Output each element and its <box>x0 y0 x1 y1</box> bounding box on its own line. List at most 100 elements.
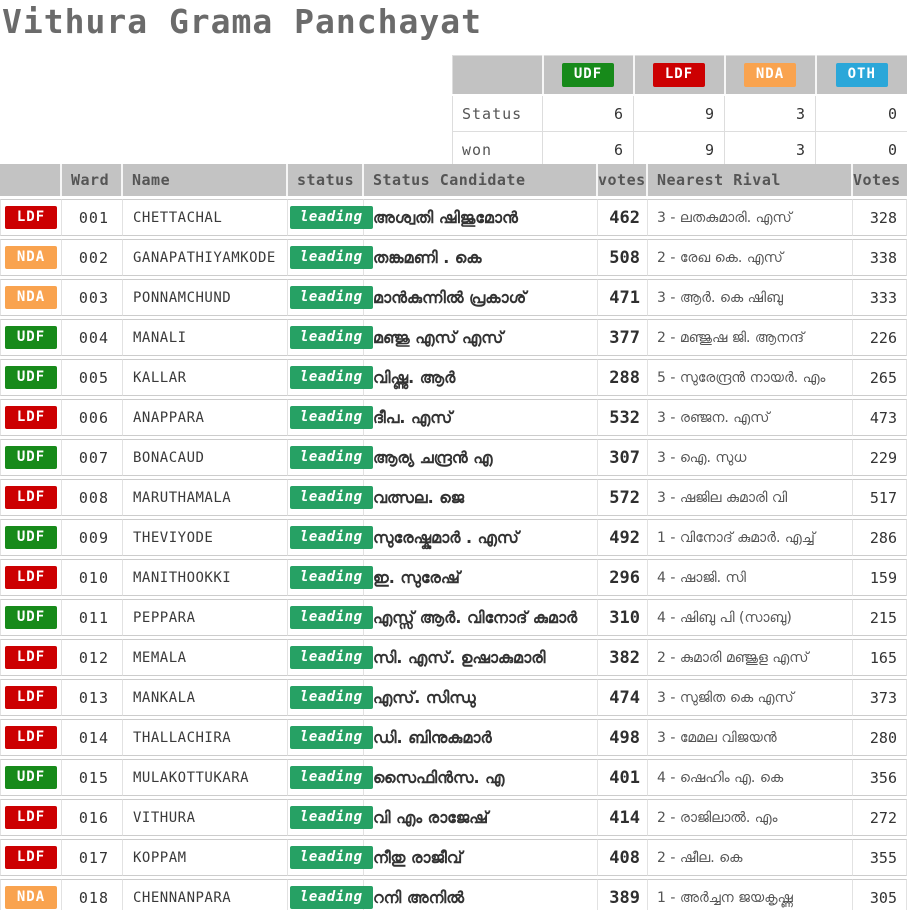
summary-value-cell: 0 <box>815 94 907 132</box>
leading-status-badge: leading <box>290 885 373 910</box>
rival-votes-cell: 333 <box>853 279 907 316</box>
name-cell: GANAPATHIYAMKODE <box>123 239 288 276</box>
status-cell: leading <box>288 319 373 356</box>
result-row-ward-003: NDA 003 PONNAMCHUND leading മാൻകുന്നിൽ പ്രകാ… <box>0 279 907 316</box>
summary-value-cell: 9 <box>633 94 725 132</box>
status-cell: leading <box>288 759 373 796</box>
name-cell: THEVIYODE <box>123 519 288 556</box>
status-candidate-cell: ഡി. ബിനുകുമാർ <box>364 719 598 756</box>
party-cell: UDF <box>0 359 62 396</box>
status-cell: leading <box>288 479 373 516</box>
nearest-rival-cell: 4 - ഷാജി. സി <box>648 559 853 596</box>
status-cell: leading <box>288 399 373 436</box>
name-cell: PEPPARA <box>123 599 288 636</box>
ward-cell: 006 <box>62 399 123 436</box>
status-cell: leading <box>288 639 373 676</box>
summary-header-row: UDF LDF NDA OTH <box>452 55 907 96</box>
summary-party-header-oth: OTH <box>815 55 907 96</box>
rival-votes-cell: 165 <box>853 639 907 676</box>
status-candidate-cell: മാൻകുന്നിൽ പ്രകാശ് <box>364 279 598 316</box>
name-cell: MANITHOOKKI <box>123 559 288 596</box>
leading-status-badge: leading <box>290 645 373 670</box>
summary-value-cell: 3 <box>724 94 816 132</box>
party-cell: UDF <box>0 599 62 636</box>
leading-status-badge: leading <box>290 325 373 350</box>
name-cell: MEMALA <box>123 639 288 676</box>
rival-votes-cell: 272 <box>853 799 907 836</box>
party-badge-ldf: LDF <box>5 845 57 870</box>
leading-status-badge: leading <box>290 605 373 630</box>
col-header-status: status <box>288 164 364 196</box>
name-cell: KALLAR <box>123 359 288 396</box>
status-candidate-cell: വിഷ്ണു. ആർ <box>364 359 598 396</box>
status-cell: leading <box>288 879 373 910</box>
col-header-nearest-rival: Nearest Rival <box>648 164 853 196</box>
rival-votes-cell: 517 <box>853 479 907 516</box>
party-badge-udf: UDF <box>5 445 57 470</box>
summary-corner-cell <box>452 55 544 96</box>
leading-status-badge: leading <box>290 205 373 230</box>
nearest-rival-cell: 4 - ഷിബു പി (സാബു) <box>648 599 853 636</box>
party-badge-nda: NDA <box>5 285 57 310</box>
status-cell: leading <box>288 439 373 476</box>
status-cell: leading <box>288 239 373 276</box>
ward-cell: 002 <box>62 239 123 276</box>
name-cell: BONACAUD <box>123 439 288 476</box>
ward-cell: 012 <box>62 639 123 676</box>
ward-cell: 007 <box>62 439 123 476</box>
nearest-rival-cell: 1 - അർച്ചന ജയകൃഷ്ണ <box>648 879 853 910</box>
votes-cell: 296 <box>598 559 648 596</box>
party-badge-ldf: LDF <box>5 725 57 750</box>
ward-results-table: Ward Name status Status Candidate votes Neare… <box>0 161 907 910</box>
name-cell: MULAKOTTUKARA <box>123 759 288 796</box>
party-cell: NDA <box>0 279 62 316</box>
votes-cell: 401 <box>598 759 648 796</box>
votes-cell: 408 <box>598 839 648 876</box>
votes-cell: 414 <box>598 799 648 836</box>
party-badge-udf: UDF <box>5 605 57 630</box>
result-row-ward-018: NDA 018 CHENNANPARA leading റനി അനിൽ 389 1 - അ… <box>0 879 907 910</box>
leading-status-badge: leading <box>290 405 373 430</box>
party-badge-ldf: LDF <box>5 685 57 710</box>
nearest-rival-cell: 3 - സുജിത കെ എസ് <box>648 679 853 716</box>
name-cell: VITHURA <box>123 799 288 836</box>
status-candidate-cell: എസ്. സിന്ധു <box>364 679 598 716</box>
status-candidate-cell: നീതു രാജീവ് <box>364 839 598 876</box>
party-cell: LDF <box>0 799 62 836</box>
leading-status-badge: leading <box>290 445 373 470</box>
rival-votes-cell: 286 <box>853 519 907 556</box>
ward-cell: 014 <box>62 719 123 756</box>
votes-cell: 307 <box>598 439 648 476</box>
summary-value-cell: 6 <box>542 94 634 132</box>
votes-cell: 474 <box>598 679 648 716</box>
status-cell: leading <box>288 559 373 596</box>
ward-cell: 015 <box>62 759 123 796</box>
status-cell: leading <box>288 599 373 636</box>
name-cell: THALLACHIRA <box>123 719 288 756</box>
leading-status-badge: leading <box>290 805 373 830</box>
party-badge-nda: NDA <box>5 245 57 270</box>
result-row-ward-004: UDF 004 MANALI leading മഞ്ജു എസ് എസ് 377 2 - മ… <box>0 319 907 356</box>
status-cell: leading <box>288 839 373 876</box>
summary-row-won: won 6 9 3 0 <box>452 131 907 168</box>
name-cell: KOPPAM <box>123 839 288 876</box>
nearest-rival-cell: 2 - രാജിലാൽ. എം <box>648 799 853 836</box>
status-cell: leading <box>288 679 373 716</box>
leading-status-badge: leading <box>290 525 373 550</box>
ward-cell: 016 <box>62 799 123 836</box>
status-candidate-cell: ദീപ. എസ് <box>364 399 598 436</box>
party-cell: LDF <box>0 839 62 876</box>
nearest-rival-cell: 4 - ഷെഹിം എ. കെ <box>648 759 853 796</box>
result-row-ward-011: UDF 011 PEPPARA leading എസ്സ് ആർ. വിനോദ് കുമ… <box>0 599 907 636</box>
votes-cell: 377 <box>598 319 648 356</box>
ward-cell: 005 <box>62 359 123 396</box>
party-badge-udf: UDF <box>5 525 57 550</box>
name-cell: PONNAMCHUND <box>123 279 288 316</box>
party-cell: UDF <box>0 319 62 356</box>
votes-cell: 492 <box>598 519 648 556</box>
party-badge-ldf: LDF <box>5 405 57 430</box>
party-cell: NDA <box>0 879 62 910</box>
summary-row-status: Status 6 9 3 0 <box>452 94 907 132</box>
party-cell: UDF <box>0 759 62 796</box>
status-candidate-cell: മഞ്ജു എസ് എസ് <box>364 319 598 356</box>
